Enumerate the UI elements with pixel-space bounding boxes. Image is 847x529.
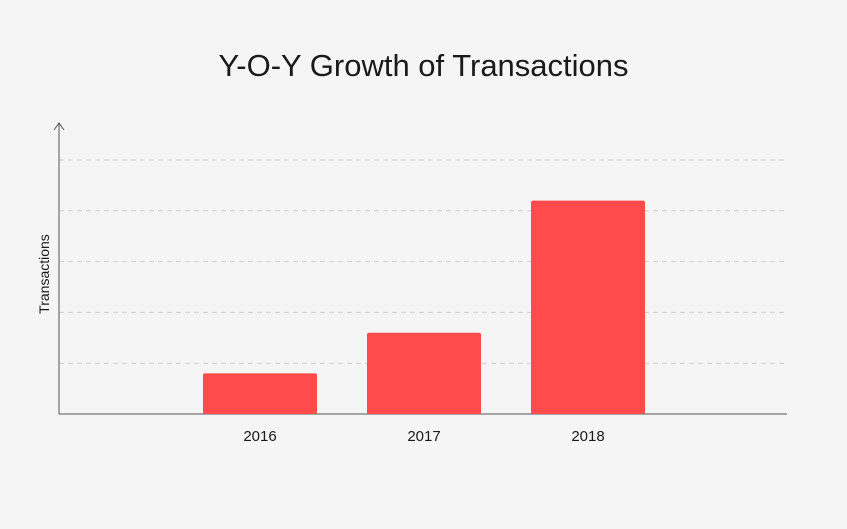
x-tick-label-2018: 2018 xyxy=(571,428,604,445)
x-tick-label-2017: 2017 xyxy=(407,428,440,445)
bar-2018 xyxy=(531,200,645,414)
grid-lines xyxy=(59,159,787,364)
bar-2016 xyxy=(203,373,317,414)
x-tick-label-2016: 2016 xyxy=(243,428,276,445)
y-axis-label: Transactions xyxy=(36,234,52,314)
bars xyxy=(203,200,645,414)
bar-2017 xyxy=(367,332,481,414)
y-axis-arrow xyxy=(53,122,65,131)
chart-title: Y-O-Y Growth of Transactions xyxy=(218,48,629,83)
x-tick-labels: 2016 2017 2018 xyxy=(243,428,604,445)
